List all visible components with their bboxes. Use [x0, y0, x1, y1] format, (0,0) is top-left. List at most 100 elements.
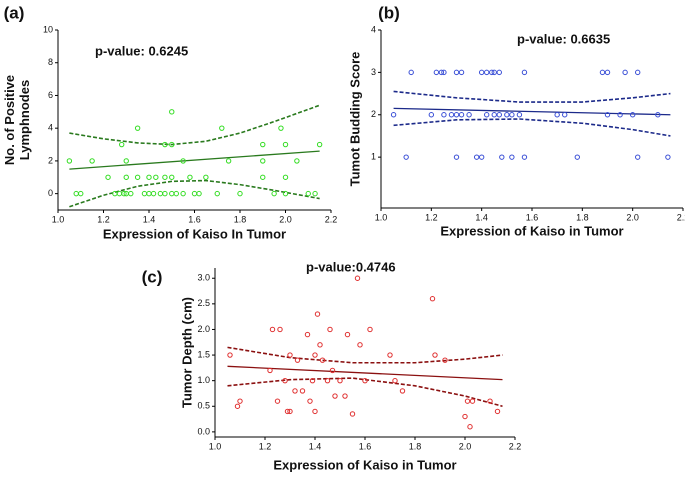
- point: [196, 190, 202, 197]
- point: [282, 141, 289, 148]
- point: [271, 190, 277, 197]
- point: [162, 141, 168, 148]
- point: [408, 69, 414, 76]
- x-tick-label: 1.8: [234, 214, 247, 224]
- point: [484, 112, 490, 118]
- y-tick-label: 4: [371, 24, 376, 34]
- point: [234, 403, 241, 409]
- point: [173, 190, 180, 197]
- point: [387, 352, 393, 358]
- point: [604, 112, 611, 118]
- point: [429, 296, 436, 302]
- point: [324, 377, 331, 384]
- point: [453, 154, 460, 160]
- point: [516, 112, 523, 118]
- point: [146, 174, 152, 180]
- point: [169, 109, 175, 115]
- y-tick-label: 1.5: [197, 349, 210, 359]
- point: [453, 112, 460, 118]
- point: [432, 352, 438, 358]
- point: [274, 398, 281, 404]
- y-axis-title: No. of Positive: [2, 75, 17, 165]
- point: [105, 174, 111, 180]
- point: [294, 158, 300, 164]
- point: [458, 112, 465, 118]
- point: [116, 190, 123, 197]
- point: [629, 112, 636, 118]
- y-axis-title: Lymphnodes: [17, 80, 32, 160]
- y-tick-label: 2.5: [197, 298, 210, 308]
- point: [574, 154, 580, 160]
- point: [453, 69, 460, 76]
- x-tick-label: 2.2: [677, 212, 685, 222]
- x-axis-title: Expression of Kaiso in Tumor: [440, 223, 623, 238]
- panel: (c) p-value:0.4746 1.0 1.2 1.4 1.6 1.8 2.0 2.2 0.…: [142, 259, 522, 472]
- point: [66, 158, 73, 164]
- point: [150, 190, 157, 197]
- point: [73, 190, 79, 197]
- point: [329, 367, 336, 374]
- point: [260, 174, 266, 180]
- point: [203, 174, 209, 180]
- point: [157, 190, 164, 197]
- point: [287, 408, 293, 415]
- panel: (a) p-value: 0.6245 1.0 1.2 1.4 1.6 1.8 2.0 2.2 0…: [2, 3, 337, 241]
- point: [390, 112, 397, 118]
- point: [433, 69, 440, 76]
- point: [277, 326, 283, 333]
- point: [180, 190, 186, 197]
- x-axis-title: Expression of Kaiso In Tumor: [103, 226, 286, 241]
- point: [319, 357, 326, 363]
- point: [260, 141, 266, 148]
- point: [134, 174, 141, 180]
- point: [478, 69, 485, 76]
- x-tick-label: 2.0: [626, 212, 639, 222]
- point: [499, 154, 505, 160]
- x-tick-label: 1.2: [259, 441, 272, 451]
- point: [123, 174, 129, 180]
- y-tick-label: 8: [48, 57, 53, 67]
- point: [487, 398, 493, 404]
- p-value: p-value: 0.6635: [517, 31, 610, 46]
- point: [354, 275, 361, 281]
- x-tick-label: 2.0: [279, 214, 292, 224]
- x-tick-label: 1.6: [526, 212, 539, 222]
- point: [314, 311, 321, 317]
- point: [462, 413, 468, 420]
- point: [169, 174, 175, 180]
- x-tick-label: 1.6: [188, 214, 201, 224]
- point: [307, 398, 313, 404]
- y-tick-label: 1: [371, 152, 376, 162]
- point: [367, 326, 373, 333]
- point: [467, 424, 473, 430]
- point: [187, 174, 193, 180]
- fit-line: [393, 107, 671, 116]
- point: [278, 125, 284, 131]
- point: [219, 125, 225, 131]
- point: [237, 190, 243, 197]
- point: [282, 190, 289, 197]
- point: [112, 190, 118, 197]
- x-tick-label: 1.4: [143, 214, 156, 224]
- x-tick-label: 1.0: [209, 441, 222, 451]
- point: [438, 69, 445, 76]
- point: [554, 112, 560, 118]
- point: [489, 69, 495, 76]
- point: [491, 69, 497, 76]
- p-value: p-value: 0.6245: [95, 43, 188, 58]
- panel-label: (b): [378, 3, 400, 22]
- point: [635, 69, 641, 76]
- y-tick-label: 3.0: [197, 273, 210, 283]
- point: [225, 158, 232, 164]
- point: [509, 112, 515, 118]
- point: [169, 141, 175, 148]
- x-axis-title: Expression of Kaiso in Tumor: [273, 457, 456, 472]
- point: [214, 190, 220, 197]
- point: [337, 377, 343, 384]
- y-tick-label: 2.0: [197, 324, 210, 334]
- panel: (b) p-value: 0.6635 1.0 1.2 1.4 1.6 1.8 2.0 2.2 1…: [347, 3, 685, 238]
- point: [153, 174, 159, 180]
- point: [294, 357, 301, 363]
- point: [269, 326, 276, 333]
